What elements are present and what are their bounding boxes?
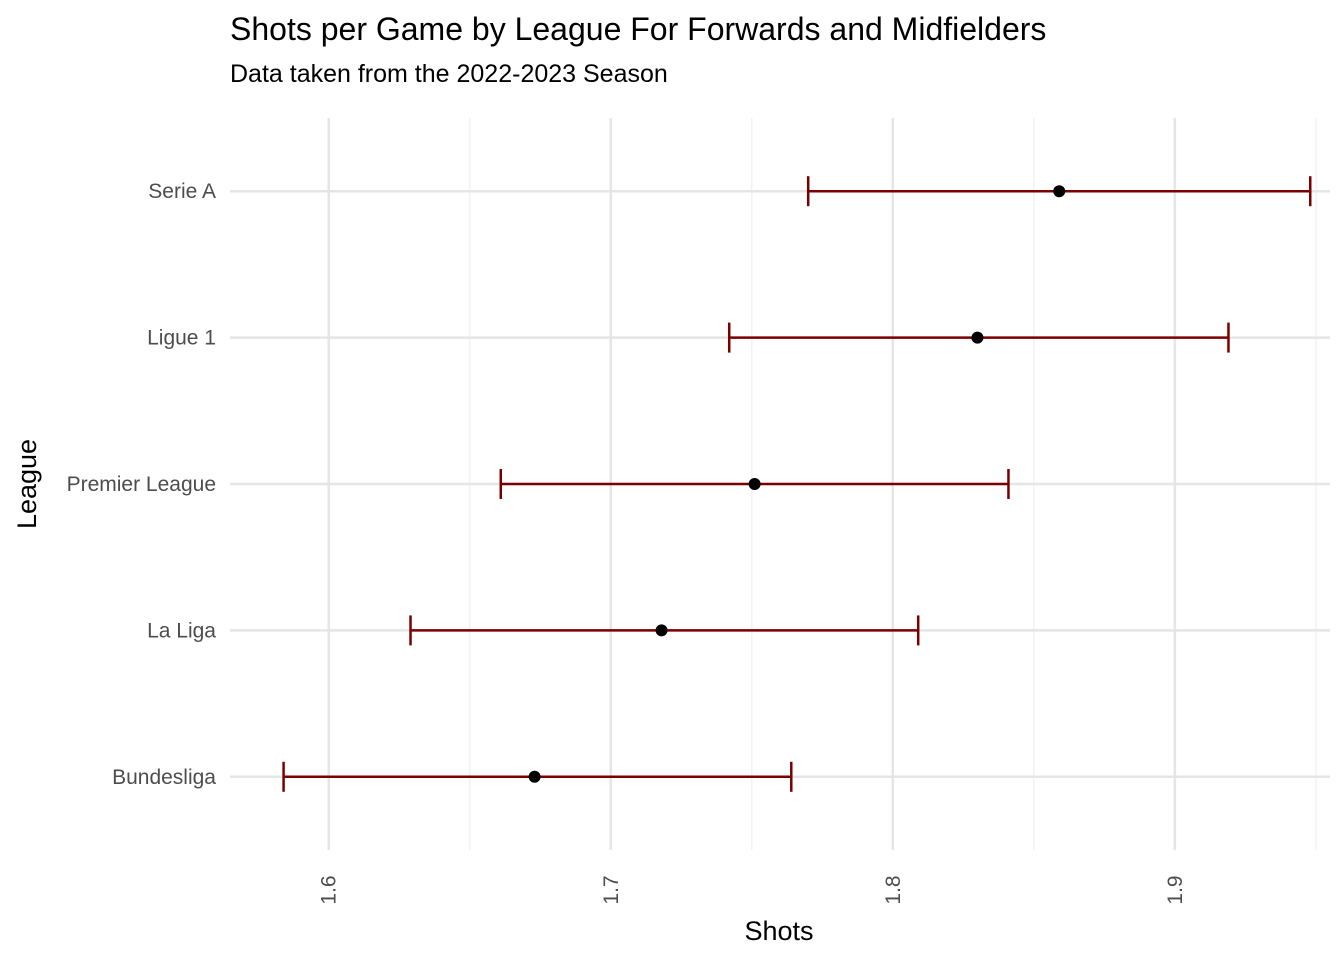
errorbar-group xyxy=(806,176,1312,207)
x-tick-label: 1.6 xyxy=(318,875,341,904)
mean-point xyxy=(528,770,541,783)
errorbar-group xyxy=(409,615,920,646)
y-tick-label: Bundesliga xyxy=(112,766,216,789)
errorbar-group xyxy=(499,469,1010,499)
errorbar-group xyxy=(727,322,1230,353)
y-tick-label: Serie A xyxy=(148,180,216,203)
y-tick-label: Premier League xyxy=(67,473,216,496)
x-tick-label: 1.7 xyxy=(600,875,623,904)
mean-point xyxy=(1053,185,1066,198)
mean-point xyxy=(971,331,984,344)
x-tick-label: 1.8 xyxy=(882,875,905,904)
x-axis-title: Shots xyxy=(744,916,813,946)
x-tick-label: 1.9 xyxy=(1164,875,1187,904)
chart-subtitle: Data taken from the 2022-2023 Season xyxy=(230,60,668,88)
label-layer: 1.6 1.7 1.8 1.9 Serie A Ligue 1 Premier League… xyxy=(67,180,1187,904)
y-tick-label: La Liga xyxy=(147,619,216,642)
mean-point xyxy=(655,624,668,637)
y-tick-label: Ligue 1 xyxy=(147,327,216,350)
mean-point xyxy=(748,478,761,490)
data-layer xyxy=(282,176,1312,792)
errorbar-group xyxy=(282,761,793,792)
y-axis-title: League xyxy=(12,439,42,529)
chart-title: Shots per Game by League For Forwards an… xyxy=(230,11,1046,47)
